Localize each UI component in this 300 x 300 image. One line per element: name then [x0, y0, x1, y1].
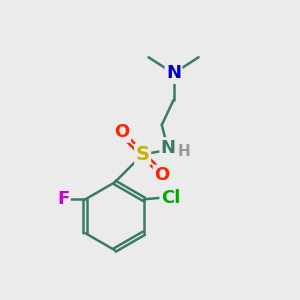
- Text: N: N: [166, 64, 181, 82]
- Text: S: S: [136, 145, 150, 164]
- Text: F: F: [57, 190, 69, 208]
- Text: Cl: Cl: [161, 189, 180, 207]
- Text: H: H: [178, 144, 190, 159]
- Text: O: O: [154, 166, 170, 184]
- Text: N: N: [161, 139, 176, 157]
- Text: O: O: [114, 123, 130, 141]
